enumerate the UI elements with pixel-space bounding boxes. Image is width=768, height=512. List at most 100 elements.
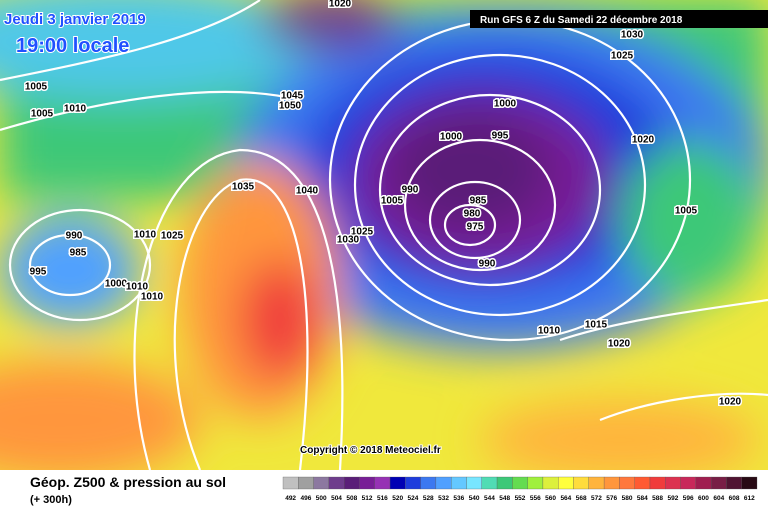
isobar-label: 1035 [232, 182, 255, 193]
legend-label: 584 [637, 495, 648, 502]
isobar-label: 980 [464, 209, 481, 220]
isobar-label: 985 [70, 248, 87, 259]
isobar-labels: 1020 1030 1025 1005 1005 1010 1045 1050 … [23, 0, 743, 409]
legend-label: 532 [438, 495, 449, 502]
legend-swatch [680, 476, 696, 490]
isobar-label: 1010 [538, 326, 561, 337]
isobar-label: 1005 [31, 109, 54, 120]
legend-swatch [435, 476, 452, 490]
isobar-label: 1010 [126, 282, 149, 293]
legend-swatch [542, 476, 559, 490]
legend-label: 500 [316, 495, 327, 502]
legend-label: 520 [392, 495, 403, 502]
legend-label: 504 [331, 495, 342, 502]
legend-swatch [328, 476, 345, 490]
legend-swatch [558, 476, 574, 490]
legend-swatch [619, 476, 635, 490]
isobar-label: 1025 [611, 51, 634, 62]
legend-swatch [603, 476, 620, 490]
legend-swatch [359, 476, 375, 490]
legend-label: 596 [683, 495, 694, 502]
legend-label: 568 [576, 495, 587, 502]
run-info: Run GFS 6 Z du Samedi 22 décembre 2018 [480, 15, 683, 26]
legend-swatch [298, 476, 314, 490]
isobar-label: 1015 [585, 320, 608, 331]
isobar-label: 1000 [440, 132, 463, 143]
legend-swatch [695, 476, 712, 490]
isobar-label: 995 [492, 131, 509, 142]
legend-swatch [389, 476, 406, 490]
legend-swatch [374, 476, 391, 490]
isobar-label: 1030 [337, 235, 360, 246]
legend-label: 560 [545, 495, 556, 502]
isobar-label: 1000 [105, 279, 128, 290]
legend-label: 544 [484, 495, 495, 502]
isobar-label: 1040 [296, 186, 319, 197]
isobar-label: 1025 [161, 231, 184, 242]
legend-label: 588 [652, 495, 663, 502]
isobar-label: 990 [402, 185, 419, 196]
legend-label: 592 [667, 495, 678, 502]
legend-label: 524 [408, 495, 419, 502]
legend-swatch [405, 476, 421, 490]
legend-swatch [420, 476, 437, 490]
legend-label: 516 [377, 495, 388, 502]
isobar-label: 975 [467, 222, 484, 233]
isobar-label: 1030 [621, 30, 644, 41]
legend-swatch [481, 476, 498, 490]
legend-label: 556 [530, 495, 541, 502]
legend-swatch [588, 476, 605, 490]
isobar-label: 1005 [675, 206, 698, 217]
legend-swatch [710, 476, 727, 490]
legend-label: 604 [713, 495, 724, 502]
isobar-label: 1045 [281, 91, 304, 102]
geopotential-field [0, 0, 768, 480]
legend-swatch [512, 476, 528, 490]
legend-label: 608 [729, 495, 740, 502]
isobar-label: 1010 [64, 104, 87, 115]
lead-time: (+ 300h) [30, 494, 72, 506]
legend-label: 600 [698, 495, 709, 502]
legend-label: 512 [362, 495, 373, 502]
isobar-label: 1000 [494, 99, 517, 110]
isobar-label: 1010 [141, 292, 164, 303]
color-legend: 492 496 500 504 508 512 516 520 524 528 532 536 540 5… [282, 476, 758, 502]
isobar-label: 990 [66, 231, 83, 242]
isobar-label: 1005 [25, 82, 48, 93]
isobar-label: 995 [30, 267, 47, 278]
isobar-label: 1010 [134, 230, 157, 241]
legend-swatch [665, 476, 681, 490]
copyright: Copyright © 2018 Meteociel.fr [300, 445, 441, 456]
isobar-label: 1005 [381, 196, 404, 207]
legend-label: 612 [744, 495, 755, 502]
valid-time: 19:00 locale [16, 35, 129, 57]
legend-swatch [344, 476, 360, 490]
isobar-label: 1025 [351, 227, 374, 238]
legend-label: 508 [346, 495, 357, 502]
legend-swatch [466, 476, 482, 490]
isobar-label: 1020 [719, 397, 742, 408]
footer-title: Géop. Z500 & pression au sol [30, 474, 226, 490]
isobar-label: 1020 [329, 0, 352, 10]
legend-label: 580 [622, 495, 633, 502]
legend-label: 576 [606, 495, 617, 502]
isobar-label: 1050 [279, 101, 302, 112]
legend-label: 536 [453, 495, 464, 502]
legend-swatch [282, 476, 299, 490]
valid-date: Jeudi 3 janvier 2019 [4, 11, 146, 28]
legend-swatch [741, 476, 758, 490]
legend-swatch [527, 476, 544, 490]
isobar-label: 990 [479, 259, 496, 270]
isobar-label: 985 [470, 196, 487, 207]
legend-swatch [726, 476, 742, 490]
legend-swatch [649, 476, 666, 490]
legend-label: 564 [560, 495, 571, 502]
legend-label: 540 [469, 495, 480, 502]
legend-swatch [451, 476, 467, 490]
legend-label: 528 [423, 495, 434, 502]
legend-swatch [573, 476, 589, 490]
isobar-label: 1020 [632, 135, 655, 146]
run-box [470, 10, 768, 28]
legend-label: 496 [301, 495, 312, 502]
